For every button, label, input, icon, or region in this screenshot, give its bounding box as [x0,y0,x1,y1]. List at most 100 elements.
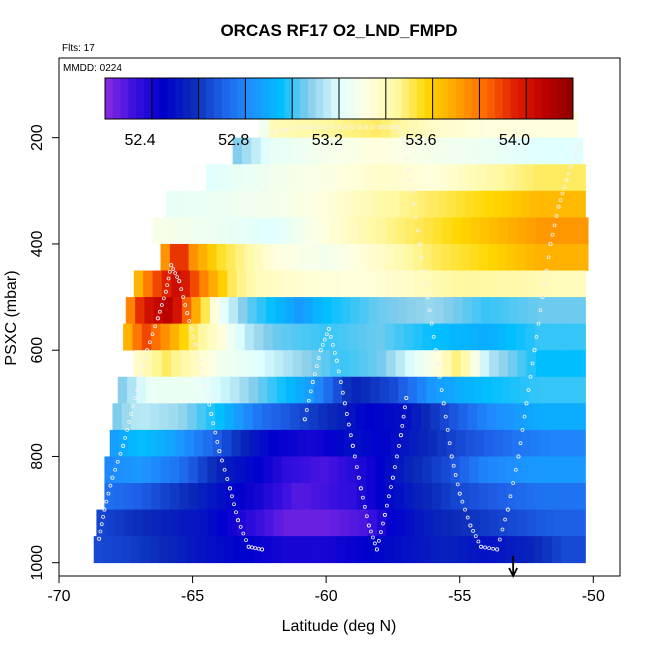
heatmap-cell [343,190,354,218]
heatmap-cell [188,323,199,351]
heatmap-cell [275,297,286,325]
colorbar-swatch [237,78,246,119]
heatmap-cell [255,270,266,298]
track-point [356,475,361,480]
heatmap-cell [235,323,246,351]
heatmap-cell [498,270,509,298]
heatmap-cell [581,243,589,271]
heatmap-cell [384,456,395,484]
colorbar-swatch [463,78,473,119]
plot-frame [58,57,621,577]
heatmap-cell [515,483,526,510]
heatmap-cell [478,456,489,484]
heatmap-cell [229,376,240,404]
heatmap-cell [160,243,171,271]
heatmap-cell [375,483,386,510]
heatmap-cell [509,297,520,325]
heatmap-cell [554,509,565,537]
heatmap-cell [563,350,574,378]
colorbar-tick-label: 53.2 [312,132,343,149]
heatmap-cell [278,429,289,457]
heatmap-cell [149,536,160,564]
heatmap-cell [547,376,558,404]
heatmap-cell [320,350,331,378]
track-point [99,522,104,527]
heatmap-cell [549,111,560,139]
heatmap-cell [320,270,331,298]
heatmap-cell [545,270,556,298]
heatmap-cell [93,536,104,564]
heatmap-cell [489,350,500,378]
colorbar-swatch [284,78,293,119]
heatmap-cell [282,483,293,510]
flight-track [97,125,582,552]
heatmap-cell [291,483,302,510]
heatmap-cell [368,297,379,325]
heatmap-cell [280,536,291,564]
heatmap-cell [486,164,497,192]
heatmap-cell [119,429,130,457]
heatmap-cell [490,297,501,325]
heatmap-cell [180,350,191,378]
heatmap-cell [267,376,278,404]
heatmap-cell [308,164,319,192]
heatmap-cell [493,111,504,139]
heatmap-cell [420,164,431,192]
heatmap-cell [187,536,198,564]
track-point [215,439,220,444]
heatmap-cell [557,376,568,404]
colorbar-swatch [440,78,449,119]
heatmap-cell [123,323,134,351]
heatmap-cell [131,536,142,564]
track-point [398,433,403,438]
track-point [382,512,387,517]
heatmap-cell [510,376,521,404]
heatmap-cell [459,243,470,271]
heatmap-cell [467,536,478,564]
track-point [159,303,164,307]
heatmap-cell [394,323,405,351]
colorbar-swatch [159,78,168,119]
track-point [407,167,411,172]
heatmap-cell [272,323,283,351]
heatmap-cell [470,270,481,298]
track-point [183,303,188,307]
heatmap-cell [123,483,134,510]
colorbar-swatch [362,78,371,119]
track-point [513,467,518,472]
colorbar-tick-label: 54.0 [499,132,530,149]
heatmap-cell [459,456,470,484]
track-point [425,295,430,300]
heatmap-cell [366,323,377,351]
heatmap-cell [546,297,557,325]
track-point [500,527,505,532]
heatmap-cell [380,429,391,457]
heatmap-cell [189,270,200,298]
flights-note: Flts: 17 [62,43,95,54]
heatmap-cell [362,429,373,457]
heatmap-cell [343,111,354,139]
track-point [177,279,182,284]
heatmap-cell [276,376,287,404]
track-point [324,332,329,337]
heatmap-cell [193,429,204,457]
heatmap-cell [280,403,291,431]
colorbar-swatch [456,78,465,119]
x-tick-label: -50 [582,588,605,605]
heatmap-cell [553,243,564,271]
heatmap-cell [422,483,433,510]
heatmap-cell [497,243,508,271]
colorbar-swatch [378,78,387,119]
heatmap-cell [300,243,311,271]
heatmap-cell [159,536,170,564]
heatmap-cell [104,483,115,510]
track-point [104,499,109,504]
track-point [402,141,407,145]
heatmap-cell [533,164,544,192]
track-point [395,454,399,459]
heatmap-cell [244,483,255,510]
heatmap-cell [561,164,572,192]
heatmap-cell [416,376,427,404]
track-point [534,335,539,339]
heatmap-cell [465,190,476,218]
